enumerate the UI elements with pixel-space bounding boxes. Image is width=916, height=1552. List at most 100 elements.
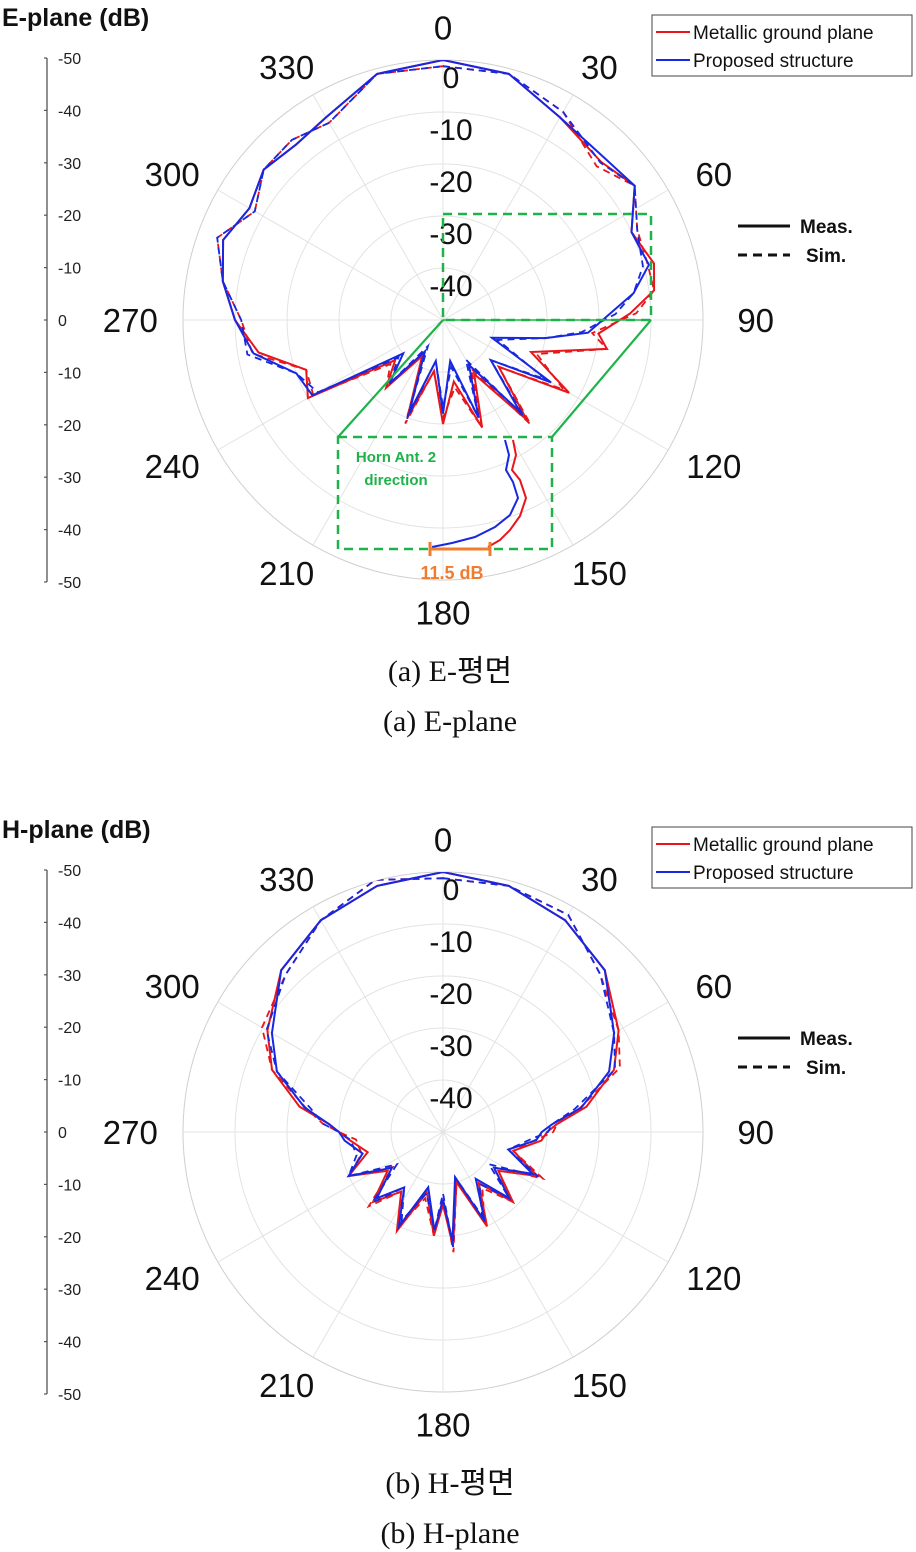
radial-tick-label: -30 (429, 218, 472, 251)
side-axis-tick-label: -30 (58, 968, 81, 985)
radial-ticks: 0 -10 -20 -30 -40 (429, 874, 472, 1115)
angle-tick-label: 270 (103, 1114, 158, 1151)
angle-ticks: 0 30 60 90 120 150 180 210 240 270 300 330 (103, 10, 774, 632)
chart-title: H-plane (dB) (2, 816, 151, 844)
grid-spoke (217, 319, 444, 451)
side-axis-tick-label: -40 (58, 915, 81, 932)
panel-h-plane: H-plane (dB) -50 -40 -30 -20 -10 0 -10 -20 -30 -4… (2, 816, 913, 1550)
angle-tick-label: 90 (737, 302, 774, 339)
angle-ticks: 0 30 60 90 120 150 180 210 240 270 300 330 (103, 822, 774, 1444)
grid-spoke (442, 189, 669, 321)
zoom-curve-proposed (431, 439, 520, 548)
angle-tick-label: 150 (572, 555, 627, 592)
side-axis-tick-label: -40 (58, 1335, 81, 1352)
side-axis-tick-label: -20 (58, 1020, 81, 1037)
side-axis: -50 -40 -30 -20 -10 0 -10 -20 -30 -40 -50 (44, 51, 81, 592)
side-axis: -50 -40 -30 -20 -10 0 -10 -20 -30 -40 -50 (44, 863, 81, 1404)
side-axis-tick-label: -50 (58, 575, 81, 592)
series-group (216, 60, 656, 429)
meas-label: Meas. (800, 1029, 853, 1050)
radial-tick-label: 0 (443, 62, 460, 95)
grid-spoke (442, 319, 574, 546)
panel-e-plane: E-plane (dB) -50 -40 -30 -20 -10 0 -10 -20 -30 -4… (2, 4, 913, 738)
zoom-target-box (336, 435, 554, 551)
angle-tick-label: 120 (686, 1260, 741, 1297)
angle-tick-label: 240 (145, 1260, 200, 1297)
side-axis-tick-label: -30 (58, 470, 81, 487)
legend-label: Proposed structure (693, 51, 854, 72)
caption-english: (a) E-plane (383, 705, 517, 738)
angle-tick-label: 210 (259, 555, 314, 592)
angle-tick-label: 240 (145, 448, 200, 485)
side-axis-tick-label: -10 (58, 1177, 81, 1194)
series-line-meas (270, 872, 616, 1242)
grid-spoke (442, 906, 574, 1133)
angle-tick-label: 0 (434, 822, 452, 859)
angle-tick-label: 90 (737, 1114, 774, 1151)
angle-tick-label: 0 (434, 10, 452, 47)
radial-tick-label: -10 (429, 926, 472, 959)
caption-english: (b) H-plane (380, 1517, 519, 1550)
difference-label: 11.5 dB (420, 563, 483, 583)
angle-tick-label: 30 (581, 861, 618, 898)
radial-tick-label: 0 (443, 874, 460, 907)
grid-spoke (442, 1131, 574, 1358)
side-axis-tick-label: -10 (58, 365, 81, 382)
series-line-meas (266, 872, 620, 1247)
series-line-meas (221, 60, 651, 419)
legend-label: Metallic ground plane (693, 23, 874, 44)
side-axis-tick-label: 0 (58, 1125, 67, 1142)
zoom-connector (551, 319, 652, 438)
side-axis-tick-label: 0 (58, 313, 67, 330)
grid-spoke (217, 189, 444, 321)
side-axis-tick-label: -20 (58, 1230, 81, 1247)
series-line-sim (265, 877, 616, 1248)
side-axis-tick-label: -40 (58, 523, 81, 540)
angle-tick-label: 180 (415, 594, 470, 631)
legend-label: Proposed structure (693, 863, 854, 884)
angle-tick-label: 330 (259, 49, 314, 86)
radial-ticks: 0 -10 -20 -30 -40 (429, 62, 472, 303)
legend-label: Metallic ground plane (693, 835, 874, 856)
radial-tick-label: -40 (429, 270, 472, 303)
grid-spoke (312, 1131, 444, 1358)
horn-label-line1: Horn Ant. 2 (356, 449, 436, 466)
caption-korean: (a) E-평면 (388, 655, 512, 688)
zoom-annotation: Horn Ant. 2 direction 11.5 dB (336, 212, 653, 583)
side-axis-tick-label: -20 (58, 418, 81, 435)
zoom-source-box (441, 212, 653, 322)
side-axis-tick-label: -10 (58, 1073, 81, 1090)
line-style-legend: Meas. Sim. (738, 1029, 853, 1079)
side-axis-tick-label: -30 (58, 156, 81, 173)
line-style-legend: Meas. Sim. (738, 217, 853, 267)
angle-tick-label: 300 (145, 968, 200, 1005)
grid-spoke (217, 1001, 444, 1133)
grid-spoke (442, 319, 669, 451)
radial-tick-label: -40 (429, 1082, 472, 1115)
angle-tick-label: 60 (695, 968, 732, 1005)
radial-tick-label: -20 (429, 978, 472, 1011)
angle-tick-label: 30 (581, 49, 618, 86)
radial-tick-label: -10 (429, 114, 472, 147)
angle-tick-label: 330 (259, 861, 314, 898)
grid-spoke (217, 1131, 444, 1263)
radial-tick-label: -30 (429, 1030, 472, 1063)
grid-spoke (442, 1131, 669, 1263)
side-axis-tick-label: -50 (58, 1387, 81, 1404)
zoom-curve-metallic (487, 439, 528, 548)
grid-spoke (312, 906, 444, 1133)
grid-spoke (442, 94, 574, 321)
side-axis-tick-label: -40 (58, 103, 81, 120)
caption-korean: (b) H-평면 (385, 1467, 514, 1500)
chart-title: E-plane (dB) (2, 4, 149, 32)
sim-label: Sim. (806, 1058, 846, 1079)
angle-tick-label: 150 (572, 1367, 627, 1404)
legend: Metallic ground plane Proposed structure (651, 826, 913, 889)
angle-tick-label: 300 (145, 156, 200, 193)
angle-tick-label: 60 (695, 156, 732, 193)
side-axis-tick-label: -50 (58, 51, 81, 68)
legend: Metallic ground plane Proposed structure (651, 14, 913, 77)
grid-spoke (442, 1001, 669, 1133)
series-group (261, 872, 621, 1253)
